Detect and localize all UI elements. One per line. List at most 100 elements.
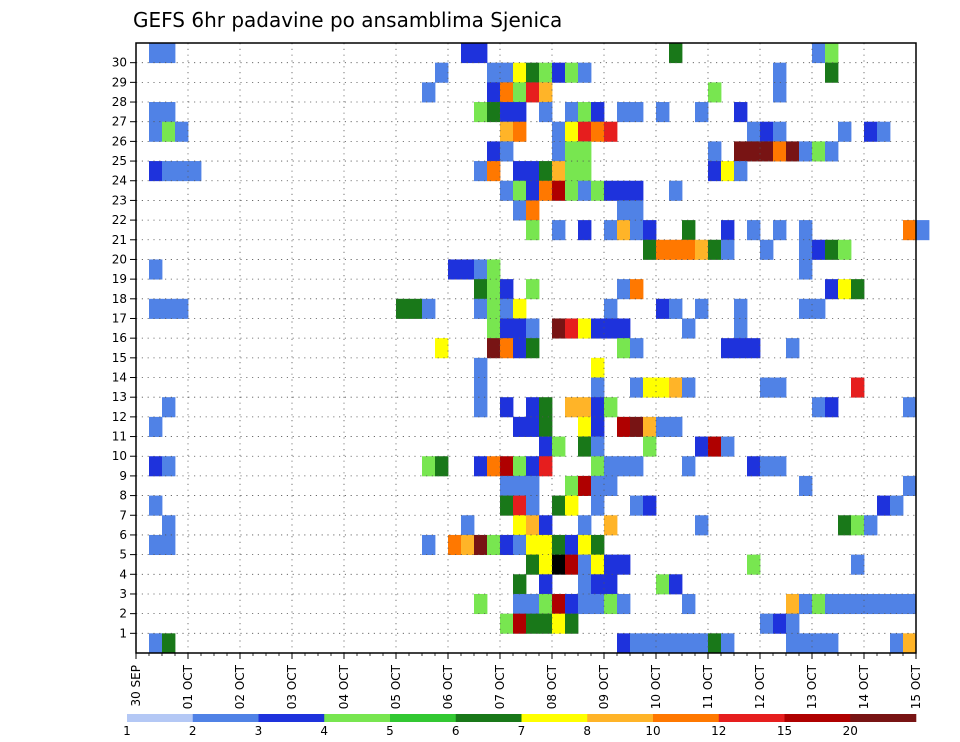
heatmap-cell — [916, 220, 930, 241]
heatmap-cell — [578, 436, 592, 457]
y-tick-label: 13 — [112, 390, 127, 404]
y-tick-label: 9 — [119, 469, 127, 483]
heatmap-cell — [552, 613, 566, 634]
heatmap-cell — [617, 102, 631, 123]
heatmap-cell — [721, 633, 735, 654]
heatmap-cell — [812, 397, 826, 418]
heatmap-cell — [656, 574, 670, 595]
heatmap-cell — [617, 200, 631, 221]
heatmap-cell — [162, 633, 176, 654]
heatmap-cell — [760, 121, 774, 142]
heatmap-cell — [591, 180, 605, 201]
heatmap-cell — [513, 475, 527, 496]
y-tick-label: 26 — [112, 134, 127, 148]
heatmap-cell — [461, 515, 475, 536]
heatmap-cell — [734, 102, 748, 123]
heatmap-cell — [799, 633, 813, 654]
x-axis-ticks: 30 SEP 01 OCT 02 OCT 03 OCT 04 OCT 05 OCT 06 O… — [129, 653, 923, 709]
heatmap-cell — [513, 102, 527, 123]
heatmap-cell — [773, 62, 787, 83]
heatmap-cell — [474, 397, 488, 418]
heatmap-cell — [175, 121, 189, 142]
chart-title: GEFS 6hr padavine po ansamblima Sjenica — [133, 8, 562, 32]
colorbar-label: 8 — [583, 724, 591, 738]
heatmap-cell — [799, 259, 813, 280]
heatmap-cell — [500, 495, 514, 516]
colorbar-swatch — [718, 714, 785, 722]
heatmap-cell — [513, 62, 527, 83]
heatmap-cell — [825, 279, 839, 300]
heatmap-cell — [500, 62, 514, 83]
y-tick-label: 19 — [112, 272, 127, 286]
y-tick-label: 2 — [119, 607, 127, 621]
heatmap-cell — [526, 416, 540, 437]
heatmap-cell — [526, 475, 540, 496]
heatmap-cell — [825, 62, 839, 83]
colorbar-swatch — [390, 714, 457, 722]
heatmap-cell — [708, 141, 722, 162]
heatmap-cell — [604, 456, 618, 477]
x-tick-label: 13 OCT — [805, 664, 819, 709]
heatmap-cell — [149, 121, 163, 142]
heatmap-cell — [604, 121, 618, 142]
heatmap-cell — [604, 574, 618, 595]
heatmap-cell — [149, 298, 163, 319]
heatmap-cell — [851, 554, 865, 575]
y-tick-label: 5 — [119, 548, 127, 562]
heatmap-cell — [877, 495, 891, 516]
heatmap-cell — [734, 161, 748, 182]
heatmap-cell — [461, 259, 475, 280]
heatmap-cell — [162, 298, 176, 319]
heatmap-cell — [526, 397, 540, 418]
heatmap-cell — [747, 220, 761, 241]
heatmap-cell — [487, 161, 501, 182]
heatmap-cell — [851, 279, 865, 300]
heatmap-cell — [786, 141, 800, 162]
heatmap-cell — [149, 102, 163, 123]
heatmap-cell — [604, 475, 618, 496]
heatmap-cell — [838, 121, 852, 142]
heatmap-cell — [773, 121, 787, 142]
heatmap-cell — [500, 141, 514, 162]
heatmap-cell — [643, 495, 657, 516]
heatmap-cell — [149, 161, 163, 182]
heatmap-cell — [682, 456, 696, 477]
heatmap-cell — [721, 436, 735, 457]
y-tick-label: 28 — [112, 95, 127, 109]
heatmap-cell — [539, 102, 553, 123]
heatmap-cell — [539, 534, 553, 556]
heatmap-cell — [500, 318, 514, 339]
heatmap-cell — [539, 82, 553, 103]
heatmap-cell — [539, 436, 553, 457]
heatmap-cell — [903, 397, 917, 418]
colorbar-swatch — [850, 714, 917, 722]
heatmap-cell — [799, 593, 813, 615]
colorbar-label: 12 — [711, 724, 726, 738]
heatmap-cell — [760, 613, 774, 634]
heatmap-cell — [552, 436, 566, 457]
heatmap-cell — [565, 613, 579, 634]
colorbar-label: 20 — [843, 724, 858, 738]
x-tick-label: 12 OCT — [753, 664, 767, 709]
heatmap-cell — [539, 515, 553, 536]
heatmap-cell — [643, 416, 657, 437]
heatmap-cell — [578, 574, 592, 595]
y-tick-label: 7 — [119, 508, 127, 522]
heatmap-cell — [838, 279, 852, 300]
heatmap-cell — [435, 338, 449, 359]
heatmap-cell — [162, 515, 176, 536]
heatmap-cell — [604, 593, 618, 615]
heatmap-cell — [500, 456, 514, 477]
heatmap-cell — [630, 180, 644, 201]
heatmap-cell — [734, 298, 748, 319]
heatmap-cell — [526, 161, 540, 182]
heatmap-cell — [695, 239, 709, 260]
heatmap-cell — [500, 397, 514, 418]
heatmap-cell — [526, 515, 540, 536]
colorbar-swatch — [455, 714, 522, 722]
heatmap-cell — [630, 495, 644, 516]
heatmap-cell — [877, 593, 891, 615]
heatmap-cell — [812, 43, 826, 64]
heatmap-cell — [448, 534, 462, 556]
heatmap-cell — [487, 102, 501, 123]
